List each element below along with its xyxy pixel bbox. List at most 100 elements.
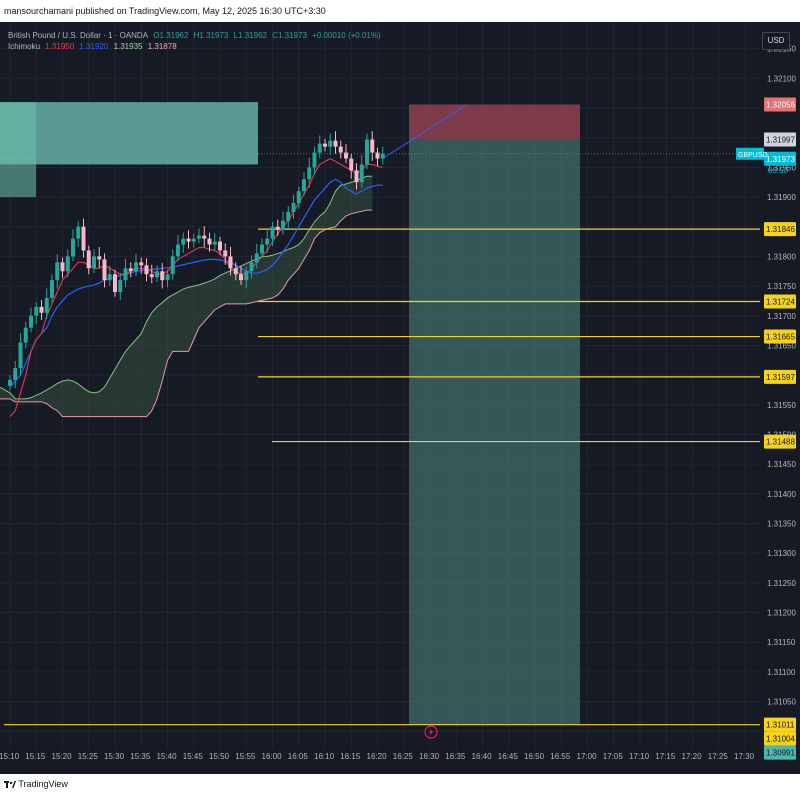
candle-body[interactable] bbox=[212, 241, 217, 245]
ichimoku-cloud bbox=[0, 176, 373, 417]
candle-body[interactable] bbox=[260, 244, 264, 254]
candle-body[interactable] bbox=[296, 191, 301, 204]
candle-body[interactable] bbox=[181, 238, 186, 245]
candle-body[interactable] bbox=[317, 143, 322, 153]
candle-body[interactable] bbox=[302, 179, 306, 192]
candle-body[interactable] bbox=[92, 256, 96, 269]
demand-zone-box-lower[interactable] bbox=[0, 102, 36, 198]
chart-canvas[interactable]: 1.321501.321001.320501.320001.319501.319… bbox=[0, 22, 800, 774]
position-target-zone[interactable] bbox=[409, 139, 580, 725]
target-price-badge-bg[interactable] bbox=[764, 745, 796, 760]
candle-body[interactable] bbox=[338, 146, 343, 153]
candle-body[interactable] bbox=[123, 268, 128, 281]
candle-body[interactable] bbox=[8, 379, 12, 386]
candle-body[interactable] bbox=[197, 235, 201, 239]
candle-body[interactable] bbox=[60, 262, 65, 272]
candle-body[interactable] bbox=[202, 235, 207, 239]
candle-body[interactable] bbox=[207, 238, 212, 245]
footer-brand[interactable]: TradingView bbox=[18, 779, 68, 789]
candle-body[interactable] bbox=[344, 152, 348, 159]
candle-body[interactable] bbox=[65, 256, 70, 272]
candle-body[interactable] bbox=[281, 220, 285, 230]
candle-body[interactable] bbox=[249, 262, 254, 272]
candle-body[interactable] bbox=[39, 306, 44, 313]
candle-body[interactable] bbox=[228, 256, 233, 269]
candle-body[interactable] bbox=[50, 280, 54, 298]
legend-symbol[interactable]: British Pound / U.S. Dollar · 1 · OANDA bbox=[8, 31, 149, 40]
candle-body[interactable] bbox=[375, 152, 380, 159]
chart-area[interactable]: 1.321501.321001.320501.320001.319501.319… bbox=[0, 22, 800, 774]
candle-body[interactable] bbox=[270, 226, 275, 239]
candle-body[interactable] bbox=[18, 342, 23, 368]
candle-body[interactable] bbox=[218, 241, 222, 251]
candle-body[interactable] bbox=[23, 327, 28, 343]
level-price-badge-bg[interactable] bbox=[764, 717, 796, 732]
time-axis-tick: 15:45 bbox=[183, 752, 204, 761]
candle-body[interactable] bbox=[359, 164, 364, 183]
candle-body[interactable] bbox=[265, 238, 270, 245]
candle-body[interactable] bbox=[186, 238, 191, 242]
candle-body[interactable] bbox=[286, 211, 291, 221]
entry-price-badge-bg[interactable] bbox=[764, 132, 796, 147]
candle-body[interactable] bbox=[81, 226, 86, 251]
current-price-badge-bg[interactable] bbox=[764, 151, 796, 166]
candle-body[interactable] bbox=[76, 226, 81, 239]
candle-body[interactable] bbox=[176, 244, 180, 257]
candle-body[interactable] bbox=[349, 158, 354, 171]
candle-body[interactable] bbox=[254, 253, 259, 263]
candle-body[interactable] bbox=[307, 167, 312, 180]
candle-body[interactable] bbox=[134, 262, 138, 272]
candle-body[interactable] bbox=[191, 238, 196, 242]
candle-body[interactable] bbox=[71, 238, 75, 257]
candle-body[interactable] bbox=[128, 268, 133, 272]
level-price-badge-bg[interactable] bbox=[764, 369, 796, 384]
candle-body[interactable] bbox=[312, 152, 317, 168]
level-price-badge-bg[interactable] bbox=[764, 731, 796, 746]
candle-body[interactable] bbox=[365, 139, 369, 165]
candle-body[interactable] bbox=[29, 315, 33, 328]
candle-body[interactable] bbox=[165, 274, 170, 281]
candle-body[interactable] bbox=[118, 280, 123, 293]
candle-body[interactable] bbox=[291, 203, 296, 212]
candle-body[interactable] bbox=[170, 256, 175, 275]
candle-body[interactable] bbox=[370, 139, 375, 153]
candle-body[interactable] bbox=[275, 226, 280, 230]
level-price-badge-bg[interactable] bbox=[764, 329, 796, 344]
candle-body[interactable] bbox=[144, 265, 149, 275]
candle-body[interactable] bbox=[107, 274, 112, 281]
candle-body[interactable] bbox=[328, 140, 333, 147]
candle-body[interactable] bbox=[102, 259, 107, 281]
candle-body[interactable] bbox=[34, 306, 39, 316]
candle-body[interactable] bbox=[354, 170, 359, 183]
candle-body[interactable] bbox=[155, 271, 159, 278]
stop-price-badge-bg[interactable] bbox=[764, 97, 796, 112]
legend-ichimoku-label[interactable]: Ichimoku bbox=[8, 42, 41, 51]
demand-zone-box[interactable] bbox=[0, 102, 258, 165]
candle-body[interactable] bbox=[113, 274, 117, 293]
candle-body[interactable] bbox=[97, 256, 102, 260]
candle-body[interactable] bbox=[86, 250, 91, 269]
candle-body[interactable] bbox=[13, 367, 18, 380]
candle-body[interactable] bbox=[160, 271, 165, 281]
candle-body[interactable] bbox=[149, 274, 154, 278]
candle-body[interactable] bbox=[239, 274, 243, 281]
candle-body[interactable] bbox=[223, 250, 228, 257]
candle-body[interactable] bbox=[55, 262, 60, 281]
candle-body[interactable] bbox=[380, 153, 385, 159]
lightning-alert-icon[interactable] bbox=[424, 725, 438, 739]
level-price-badge-bg[interactable] bbox=[764, 222, 796, 237]
symbol-badge: GBPUSD bbox=[738, 152, 768, 159]
candle-body[interactable] bbox=[139, 262, 144, 266]
candle-body[interactable] bbox=[233, 268, 238, 275]
candle-body[interactable] bbox=[44, 297, 49, 313]
candle-body[interactable] bbox=[323, 143, 327, 147]
position-stop-zone[interactable] bbox=[409, 104, 580, 140]
level-price-badge-bg[interactable] bbox=[764, 294, 796, 309]
candle-body[interactable] bbox=[244, 271, 249, 281]
projection-line[interactable] bbox=[382, 104, 467, 159]
symbol-badge-bg[interactable] bbox=[736, 147, 764, 160]
level-price-badge-bg[interactable] bbox=[764, 434, 796, 449]
currency-button[interactable]: USD bbox=[762, 32, 790, 50]
candle-body[interactable] bbox=[333, 140, 338, 147]
legend-ichimoku-tenkan: 1.31950 bbox=[45, 42, 75, 51]
